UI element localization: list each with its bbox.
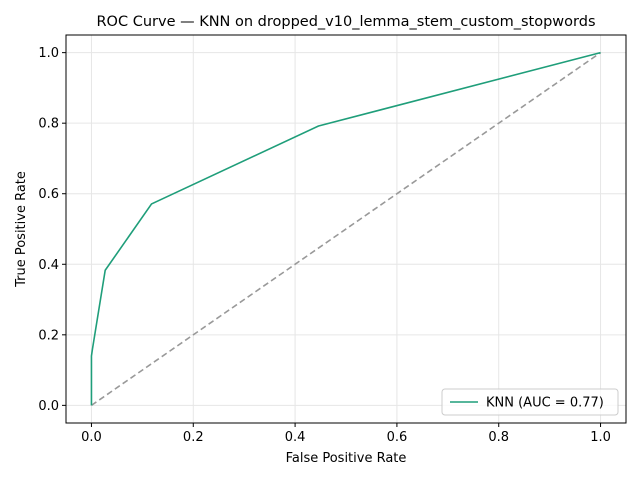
y-tick-label: 0.4 <box>38 258 59 273</box>
y-axis-label: True Positive Rate <box>14 171 29 288</box>
grid <box>66 35 626 423</box>
x-tick-label: 1.0 <box>590 430 611 445</box>
x-axis-ticks: 0.0 0.2 0.4 0.6 0.8 1.0 <box>81 423 611 445</box>
chance-diagonal-line <box>90 51 602 407</box>
legend: KNN (AUC = 0.77) <box>441 388 619 416</box>
x-tick-label: 0.2 <box>183 430 204 445</box>
x-tick-label: 0.4 <box>285 430 306 445</box>
plot-lines <box>90 51 602 407</box>
y-tick-label: 0.2 <box>38 328 59 343</box>
plot-frame <box>65 34 627 424</box>
y-tick-label: 0.6 <box>38 187 59 202</box>
x-axis-label: False Positive Rate <box>286 451 407 466</box>
chart-title: ROC Curve — KNN on dropped_v10_lemma_ste… <box>96 14 595 30</box>
y-tick-label: 0.8 <box>38 117 59 132</box>
x-tick-label: 0.6 <box>387 430 408 445</box>
y-tick-label: 0.0 <box>38 399 59 414</box>
legend-label: KNN (AUC = 0.77) <box>486 396 604 411</box>
y-axis-ticks: 0.0 0.2 0.4 0.6 0.8 1.0 <box>38 46 66 414</box>
roc-curve-line <box>90 51 601 406</box>
y-tick-label: 1.0 <box>38 46 59 61</box>
x-tick-label: 0.8 <box>488 430 509 445</box>
legend-box <box>441 388 619 416</box>
x-tick-label: 0.0 <box>81 430 102 445</box>
